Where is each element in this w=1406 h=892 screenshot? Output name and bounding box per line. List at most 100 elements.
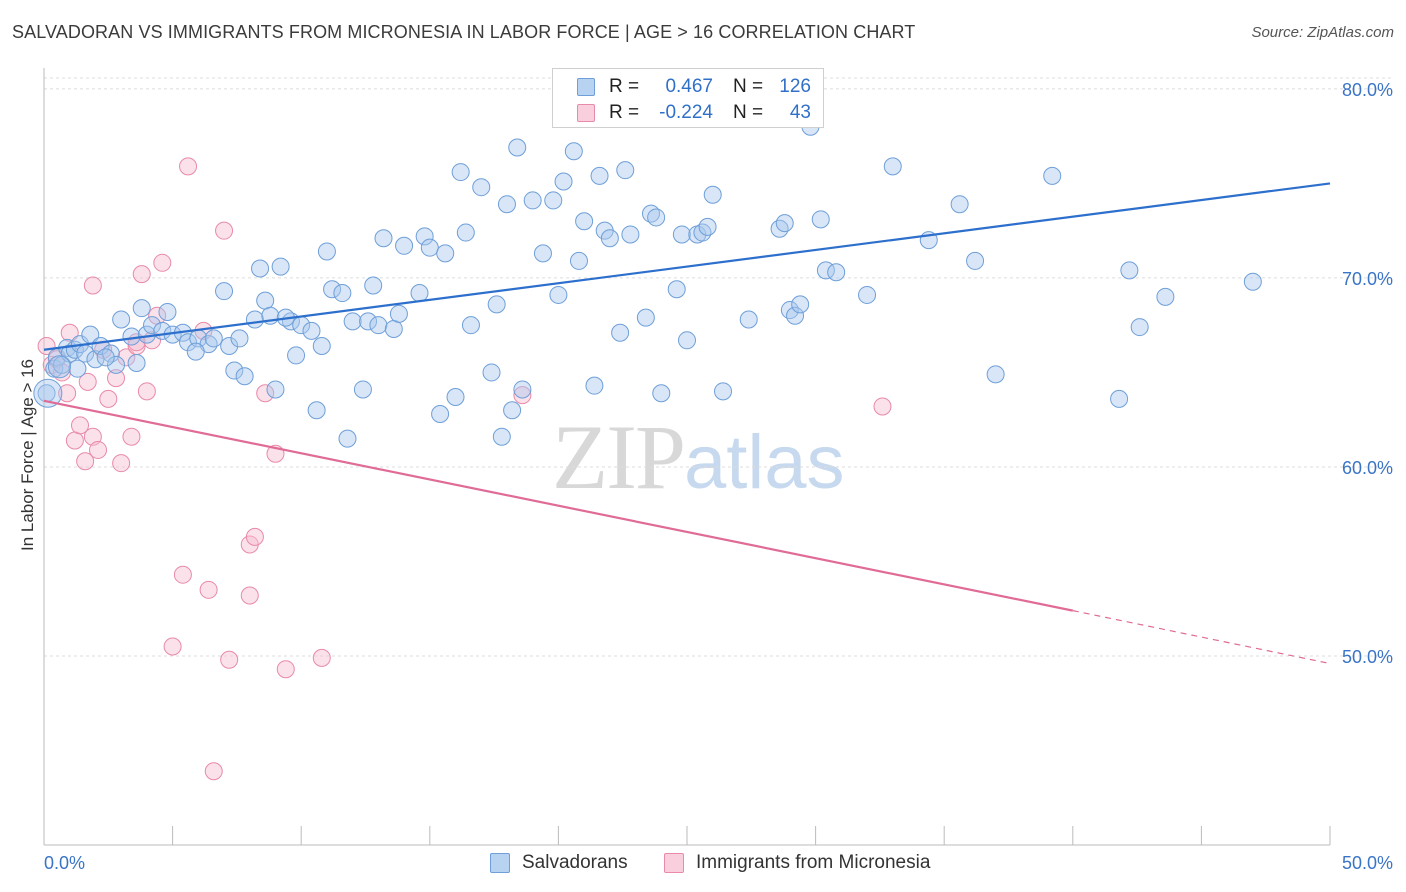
salvadoran-point [431,405,450,424]
salvadoran-point [410,284,429,303]
micronesia-point [83,427,102,446]
micronesia-point [60,323,79,342]
micronesia-point [83,276,102,295]
salvadoran-trendline [43,182,1331,351]
salvadoran-point [616,161,635,180]
micronesia-point [76,452,95,471]
salvadoran-point [47,355,71,379]
salvadoran-point [544,191,563,210]
salvadoran-point [497,195,516,214]
salvadoran-point [96,348,115,367]
watermark-atlas: atlas [684,420,845,505]
x-tick-label: 50.0% [1342,853,1393,873]
salvadoran-point [266,380,285,399]
salvadoran-point [780,301,799,320]
salvadoran-point [492,427,511,446]
salvadoran-point [678,331,696,350]
y-tick-label: 70.0% [1342,269,1393,289]
y-tick-label: 60.0% [1342,458,1393,478]
salvadoran-point [158,302,177,321]
salvadoran-point [353,380,372,399]
salvadoran-point [333,284,352,303]
salvadoran-point [364,276,383,295]
salvadoran-point [420,238,439,257]
salvadoran-point [343,312,362,331]
salvadoran-point [858,285,877,304]
micronesia-point [137,382,156,401]
salvadoran-point [611,323,630,342]
salvadoran-point [369,316,388,335]
salvadoran-point [359,312,378,331]
salvadoran-point [112,310,131,329]
legend-row-micronesia: R = -0.224 N = 43 [577,101,811,125]
legend-r-value: 0.467 [665,76,713,97]
salvadoran-point [714,382,733,401]
salvadoran-point [122,327,141,346]
salvadoran-point [33,378,63,408]
pink-swatch-icon [577,104,595,122]
micronesia-point [37,336,56,355]
salvadoran-point [179,333,198,352]
micronesia-point [173,565,192,584]
micronesia-point [179,157,198,176]
micronesia-trendline [43,399,1074,612]
legend-n-label: N = [733,76,764,97]
salvadoran-point [672,225,691,244]
micronesia-trendline-extension [1072,610,1331,665]
salvadoran-point [451,163,470,182]
micronesia-point [122,427,141,446]
salvadoran-point [1043,166,1062,185]
micronesia-point [312,648,331,667]
legend-label-micronesia: Immigrants from Micronesia [696,852,931,873]
salvadoran-point [287,346,306,365]
salvadoran-point [186,342,205,361]
salvadoran-point [770,219,789,238]
salvadoran-point [811,210,830,229]
salvadoran-point [549,285,568,304]
salvadoran-point [436,244,455,263]
legend-r-label: R = [609,76,640,97]
salvadoran-point [791,295,810,314]
legend-r-value: -0.224 [659,102,713,123]
salvadoran-point [68,359,87,378]
salvadoran-point [384,319,403,338]
salvadoran-point [564,142,583,161]
salvadoran-point [600,229,619,248]
salvadoran-point [775,214,794,233]
salvadoran-point [317,242,336,261]
salvadoran-point [482,363,501,382]
salvadoran-point [127,353,146,372]
micronesia-point [132,265,151,284]
salvadoran-point [302,321,321,340]
salvadoran-point [554,172,573,191]
salvadoran-point [487,295,506,314]
y-tick-label: 50.0% [1342,647,1393,667]
salvadoran-point [235,367,254,386]
micronesia-point [256,384,275,403]
salvadoran-point [693,223,712,242]
micronesia-point [71,416,90,435]
watermark: ZIPatlas [552,404,845,510]
micronesia-point [240,586,259,605]
salvadoran-point [251,259,270,278]
salvadoran-point [1120,261,1139,280]
salvadoran-point [883,157,902,176]
legend-n-label: N = [733,102,764,123]
salvadoran-point [307,401,326,420]
salvadoran-point [533,244,552,263]
x-tick-label: 0.0% [44,853,85,873]
micronesia-point [107,369,126,388]
salvadoran-point [323,280,342,299]
salvadoran-point [256,291,275,310]
micronesia-point [99,389,118,408]
salvadoran-point [389,304,408,323]
salvadoran-point [107,355,126,374]
micronesia-point [58,384,77,403]
salvadoran-point [446,388,465,407]
salvadoran-point [143,316,162,335]
salvadoran-point [569,251,588,270]
salvadoran-point [132,299,151,318]
chart-title: SALVADORAN VS IMMIGRANTS FROM MICRONESIA… [12,22,916,42]
legend-n-value: 43 [789,102,811,123]
legend-label-salvadorans: Salvadorans [522,852,628,873]
